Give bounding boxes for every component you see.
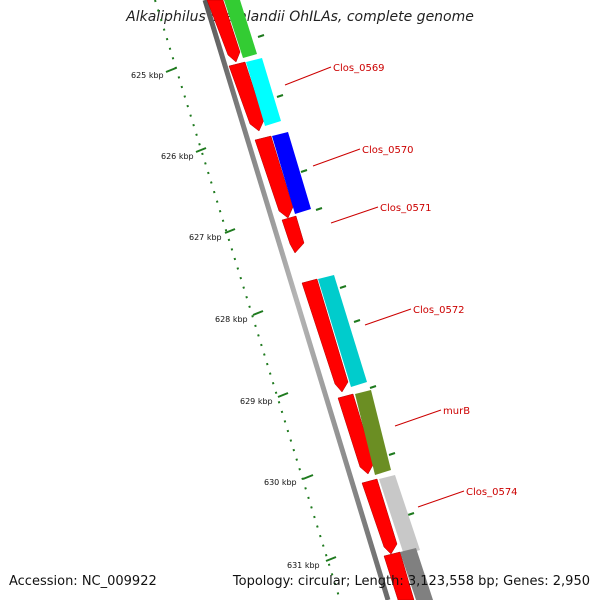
gene-tick — [276, 94, 284, 98]
cds-cyan — [246, 58, 281, 126]
gene-label: Clos_0571 — [380, 203, 432, 214]
scale-tick — [325, 556, 337, 562]
gene-leader-line — [284, 66, 332, 86]
cds-lightgrey — [379, 475, 420, 555]
gene-arrow — [383, 551, 415, 600]
gene-arrow — [206, 0, 241, 63]
gene-tick — [388, 452, 396, 456]
scale-tick — [195, 147, 207, 153]
genome-stats-text: Topology: circular; Length: 3,123,558 bp… — [232, 574, 590, 589]
gene-label: murB — [443, 406, 470, 417]
genome-backbone — [202, 0, 391, 600]
gene-label: Clos_0569 — [333, 63, 385, 74]
cds-teal — [318, 275, 367, 387]
scale-label: 629 kbp — [240, 397, 273, 406]
scale-tick — [302, 474, 314, 480]
gene-tick — [407, 512, 415, 516]
cds-green — [224, 0, 257, 58]
gene-tick — [257, 34, 265, 38]
gene-label: Clos_0572 — [413, 305, 465, 316]
gene-tick — [369, 385, 377, 389]
gene-arrow — [254, 135, 294, 219]
scale-tick — [252, 310, 264, 316]
gene-arrow — [228, 61, 265, 132]
scale-label: 628 kbp — [215, 315, 248, 324]
gene-arrow — [281, 215, 305, 254]
gene-leader-line — [364, 308, 412, 326]
cds-darkgrey — [400, 548, 433, 600]
scale-label: 630 kbp — [264, 478, 297, 487]
scale-label: 631 kbp — [287, 561, 320, 570]
scale-label: 625 kbp — [131, 71, 164, 80]
gene-tick — [300, 169, 308, 173]
gene-label: Clos_0574 — [466, 487, 518, 498]
gene-arrow — [301, 278, 349, 393]
scale-label: 626 kbp — [161, 152, 194, 161]
cds-blue — [272, 132, 311, 214]
gene-leader-line — [394, 409, 442, 427]
gene-leader-line — [417, 490, 465, 508]
scale-tick — [165, 67, 177, 73]
accession-text: Accession: NC_009922 — [9, 574, 157, 589]
scale-tick — [277, 392, 289, 398]
scale-label: 627 kbp — [189, 233, 222, 242]
gene-tick — [353, 319, 361, 323]
scale-tick — [224, 228, 236, 234]
gene-tick — [339, 285, 347, 289]
gene-leader-line — [330, 206, 379, 224]
gene-arrow — [361, 478, 398, 555]
gene-arrow — [337, 393, 375, 475]
gene-leader-line — [312, 148, 361, 167]
cds-olive — [355, 390, 391, 475]
gene-tick — [315, 207, 323, 211]
gene-label: Clos_0570 — [362, 145, 414, 156]
